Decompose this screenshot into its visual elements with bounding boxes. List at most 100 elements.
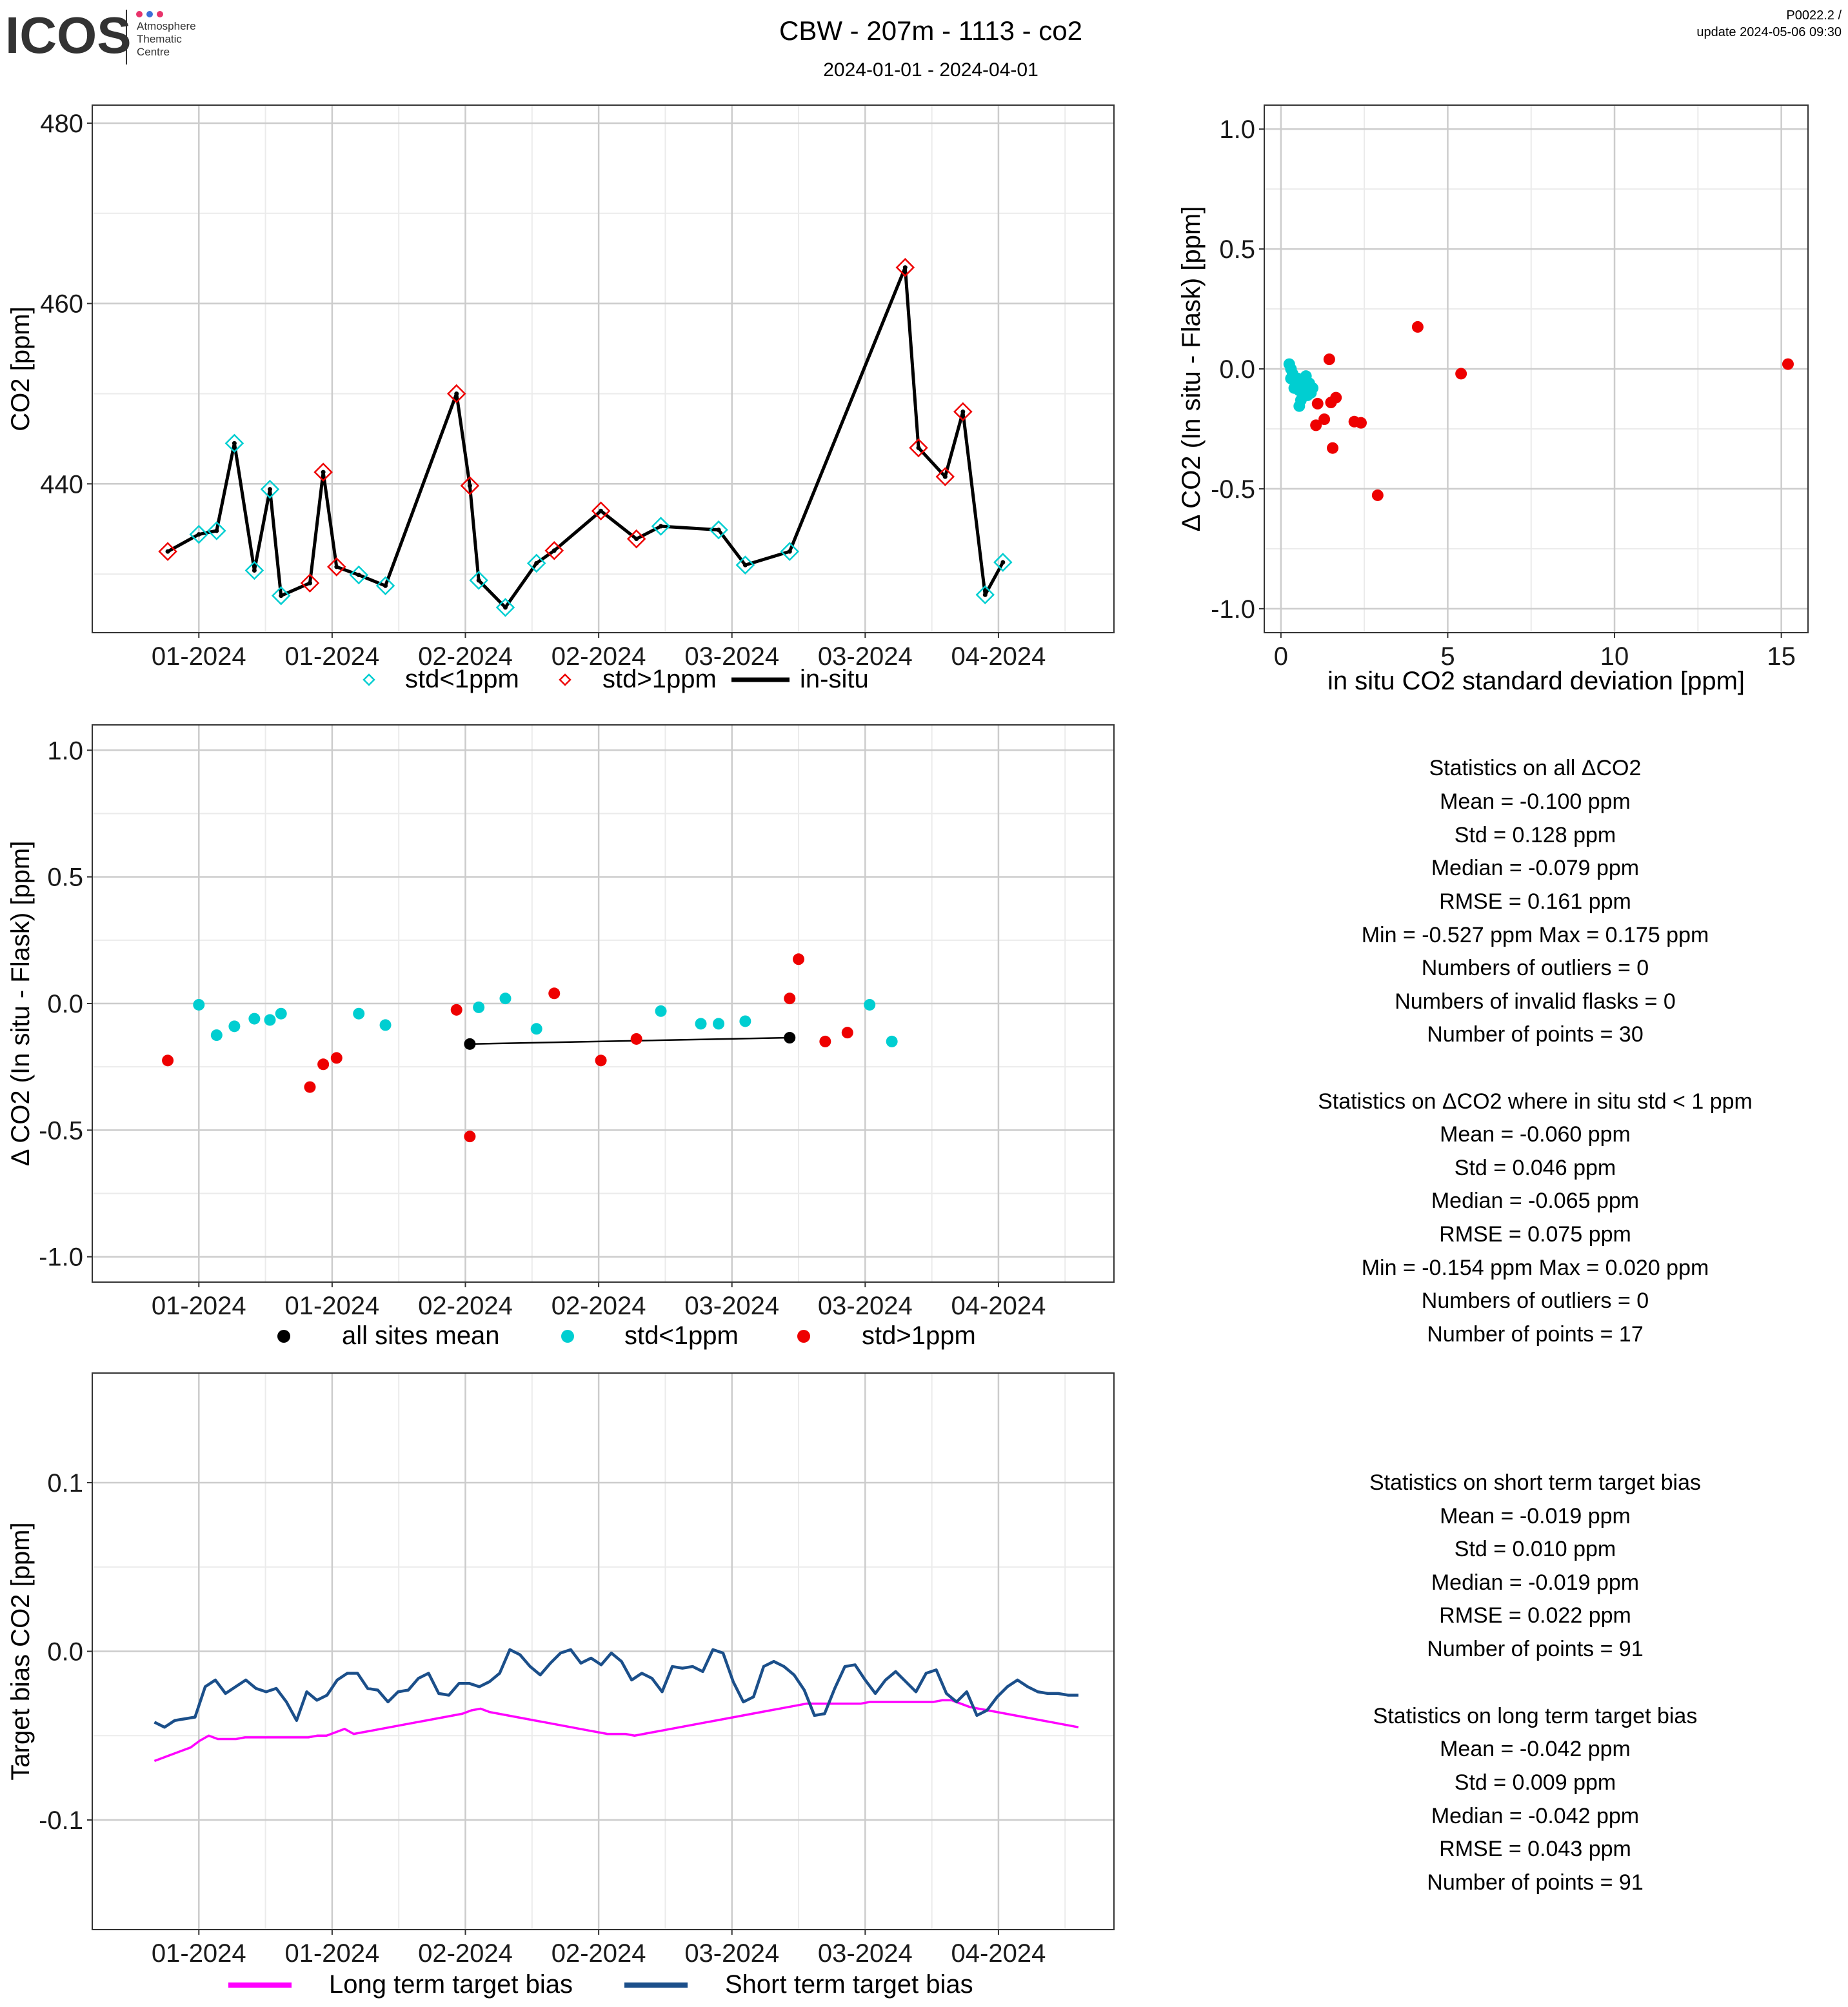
stats-lt1-line: Numbers of outliers = 0 — [1422, 1289, 1649, 1313]
y-axis-label: CO2 [ppm] — [6, 306, 35, 431]
flask-std-lt1-marker — [349, 565, 368, 585]
insitu-point — [634, 537, 639, 542]
x-tick-label: 04-2024 — [951, 1292, 1046, 1320]
page-subtitle: 2024-01-01 - 2024-04-01 — [823, 59, 1038, 81]
delta-vs-std-panel: -1.0 -0.5 0.0 0.5 1.0 0 5 10 15 Δ CO2 (In situ - … — [1177, 104, 1809, 695]
x-tick-label: 03-2024 — [684, 642, 779, 671]
flask-std-gt1-marker — [313, 462, 333, 482]
legend-insitu-label: in-situ — [800, 665, 869, 693]
x-tick-label: 02-2024 — [418, 642, 513, 671]
stats-long-line: Median = -0.042 ppm — [1431, 1804, 1639, 1828]
stats-short-line: Mean = -0.019 ppm — [1440, 1504, 1631, 1528]
insitu-point — [960, 409, 966, 414]
x-tick-label: 02-2024 — [551, 642, 646, 671]
point-std-gt1 — [304, 1081, 316, 1093]
all-sites-mean-point — [784, 1032, 796, 1044]
insitu-point — [502, 605, 508, 610]
point-std-gt1 — [630, 1033, 642, 1045]
legend-std-lt1-icon — [363, 673, 375, 686]
point-std-gt1 — [450, 1004, 462, 1016]
legend-long-term-label: Long term target bias — [329, 1970, 573, 1999]
stats-short-title: Statistics on short term target bias — [1369, 1470, 1701, 1495]
point-std-lt1 — [530, 1023, 542, 1035]
stats-lt1-line: Mean = -0.060 ppm — [1440, 1122, 1631, 1147]
x-tick-label: 03-2024 — [684, 1939, 779, 1968]
y-tick-label: 0.0 — [47, 990, 83, 1018]
stats-lt1-line: Median = -0.065 ppm — [1431, 1189, 1639, 1213]
y-axis-label: Δ CO2 (In situ - Flask) [ppm] — [1177, 206, 1206, 532]
legend-std-lt1-label: std<1ppm — [405, 665, 519, 693]
stats-all-line: Mean = -0.100 ppm — [1440, 789, 1631, 814]
x-tick-label: 0 — [1274, 642, 1288, 671]
stats-lt1-line: Min = -0.154 ppm Max = 0.020 ppm — [1362, 1256, 1709, 1280]
flask-std-lt1-marker — [224, 433, 244, 453]
point-std-lt1 — [379, 1019, 392, 1031]
flask-std-lt1-marker — [260, 479, 280, 499]
insitu-point — [383, 583, 388, 588]
flask-std-gt1-marker — [300, 573, 320, 593]
stats-long-line: Std = 0.009 ppm — [1455, 1770, 1616, 1795]
point-std-gt1 — [548, 987, 561, 1000]
point-std-lt1 — [499, 993, 512, 1005]
x-tick-label: 5 — [1440, 642, 1455, 671]
insitu-point — [742, 562, 748, 568]
insitu-point — [232, 440, 237, 446]
x-tick-label: 02-2024 — [418, 1292, 513, 1320]
x-tick-label: 03-2024 — [818, 1292, 913, 1320]
point-std-gt1 — [1311, 397, 1324, 410]
insitu-point — [902, 265, 908, 270]
y-tick-label: -1.0 — [1211, 595, 1255, 624]
insitu-point — [534, 560, 539, 566]
co2-timeseries-panel: 440 460 480 01-2024 01-2024 02-2024 02-2024 03-… — [6, 104, 1115, 693]
long-term-bias-line — [154, 1699, 1079, 1763]
point-std-lt1 — [713, 1018, 725, 1030]
point-std-lt1 — [1291, 372, 1304, 384]
point-std-gt1 — [1327, 442, 1339, 454]
point-std-gt1 — [1455, 368, 1467, 380]
stats-all-line: Min = -0.527 ppm Max = 0.175 ppm — [1362, 923, 1709, 947]
insitu-point — [196, 532, 201, 537]
insitu-point — [659, 524, 664, 529]
legend-std-lt1-icon — [561, 1330, 574, 1343]
x-tick-label: 02-2024 — [418, 1939, 513, 1968]
legend-mean-label: all sites mean — [342, 1321, 500, 1350]
point-std-gt1 — [1318, 413, 1331, 426]
x-tick-label: 04-2024 — [951, 642, 1046, 671]
x-tick-label: 01-2024 — [152, 1939, 246, 1968]
target-bias-panel: -0.1 0.0 0.1 01-2024 01-2024 02-2024 02-2024 03… — [6, 1372, 1115, 1999]
stats-short-line: Std = 0.010 ppm — [1455, 1537, 1616, 1561]
x-tick-label: 02-2024 — [551, 1939, 646, 1968]
logo-sub-1: Atmosphere — [137, 20, 196, 32]
flask-std-gt1-marker — [327, 557, 346, 577]
flask-std-gt1-marker — [544, 540, 564, 560]
y-tick-label: 0.1 — [47, 1469, 83, 1498]
point-std-lt1 — [1302, 389, 1314, 401]
stats-long-line: Number of points = 91 — [1427, 1870, 1643, 1895]
y-tick-label: 0.0 — [1219, 355, 1255, 384]
stats-all-line: Number of points = 30 — [1427, 1022, 1643, 1047]
point-std-lt1 — [353, 1007, 365, 1020]
all-sites-mean-line — [470, 1036, 790, 1045]
flask-std-lt1-marker — [207, 521, 226, 540]
icos-logo: ICOS Atmosphere Thematic Centre — [5, 6, 196, 64]
insitu-point — [356, 573, 361, 578]
legend-std-gt1-icon — [797, 1330, 810, 1343]
point-std-gt1 — [1371, 489, 1384, 501]
insitu-point — [916, 445, 921, 450]
point-std-lt1 — [864, 998, 876, 1011]
logo-sub-2: Thematic — [137, 33, 182, 45]
stats-all-line: Numbers of outliers = 0 — [1422, 956, 1649, 980]
logo-dot-red-icon — [157, 11, 163, 17]
stats-all-line: RMSE = 0.161 ppm — [1439, 889, 1631, 914]
point-std-gt1 — [595, 1054, 607, 1067]
legend-std-gt1-label: std>1ppm — [602, 665, 717, 693]
short-term-bias-line — [154, 1648, 1078, 1729]
point-std-gt1 — [162, 1054, 174, 1067]
y-tick-label: 0.0 — [47, 1638, 83, 1666]
flask-std-gt1-marker — [909, 438, 928, 458]
x-tick-label: 03-2024 — [818, 1939, 913, 1968]
point-std-lt1 — [275, 1007, 287, 1020]
y-tick-label: 1.0 — [47, 737, 83, 765]
point-std-lt1 — [655, 1005, 667, 1017]
stats-lt1-line: RMSE = 0.075 ppm — [1439, 1222, 1631, 1247]
